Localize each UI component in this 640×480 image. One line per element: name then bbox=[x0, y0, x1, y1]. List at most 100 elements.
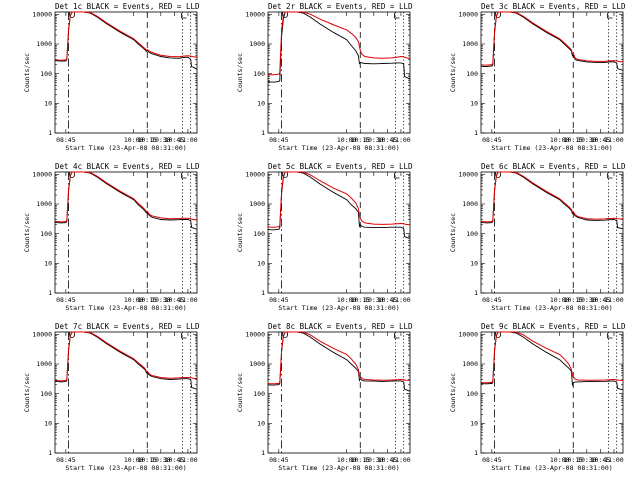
chart-title: Det 2r BLACK = Events, RED = LLD bbox=[268, 2, 413, 11]
series-line-events bbox=[480, 171, 624, 230]
x-tick-label: 08:45 bbox=[269, 296, 289, 304]
chart-title: Det 8c BLACK = Events, RED = LLD bbox=[268, 322, 413, 331]
series-line-events bbox=[54, 171, 198, 230]
y-tick-label: 1000 bbox=[462, 360, 478, 368]
chart-panel: Det 6c BLACK = Events, RED = LLD 1 10 100 10… bbox=[449, 162, 626, 312]
x-tick-label: 11:00 bbox=[391, 456, 411, 464]
y-tick-label: 100 bbox=[40, 230, 52, 238]
y-tick-label: 10000 bbox=[458, 11, 478, 19]
y-tick-label: 10000 bbox=[245, 331, 265, 339]
x-tick-label: 10:30 bbox=[364, 296, 384, 304]
saa-marker bbox=[282, 332, 288, 338]
x-tick-label: 10:15 bbox=[563, 456, 583, 464]
saa-marker bbox=[69, 172, 75, 178]
plot-frame bbox=[480, 11, 624, 134]
plot-frame bbox=[54, 171, 198, 294]
plot-frame bbox=[267, 171, 411, 294]
chart-panel: Det 8c BLACK = Events, RED = LLD 1 10 100 10… bbox=[236, 322, 413, 472]
saa-marker bbox=[495, 172, 501, 178]
y-tick-label: 1000 bbox=[249, 360, 265, 368]
chart-panel: Det 5c BLACK = Events, RED = LLD 1 10 100 10… bbox=[236, 162, 413, 312]
plot-frame bbox=[480, 171, 624, 294]
x-tick-label: 08:45 bbox=[482, 296, 502, 304]
series-line-events bbox=[480, 331, 624, 391]
y-tick-label: 100 bbox=[40, 390, 52, 398]
x-tick-label: 10:00 bbox=[124, 136, 144, 144]
y-tick-label: 10000 bbox=[458, 331, 478, 339]
y-tick-label: 10 bbox=[257, 100, 265, 108]
series-line-lld bbox=[267, 171, 411, 228]
y-tick-label: 100 bbox=[466, 70, 478, 78]
x-tick-label: 11:00 bbox=[604, 456, 624, 464]
series-line-lld bbox=[480, 331, 624, 384]
plot-frame bbox=[267, 11, 411, 134]
y-tick-label: 100 bbox=[253, 70, 265, 78]
saa-marker bbox=[282, 172, 288, 178]
x-tick-label: 10:15 bbox=[350, 456, 370, 464]
y-tick-label: 100 bbox=[253, 390, 265, 398]
plot-frame bbox=[54, 11, 198, 134]
y-tick-label: 1000 bbox=[249, 40, 265, 48]
y-axis-label: Counts/sec bbox=[449, 53, 457, 92]
y-tick-label: 10000 bbox=[245, 11, 265, 19]
x-tick-label: 11:00 bbox=[178, 136, 198, 144]
x-tick-label: 10:30 bbox=[577, 296, 597, 304]
x-axis-label: Start Time (23-Apr-08 08:31:00) bbox=[491, 144, 612, 152]
eclipse-marker bbox=[181, 13, 187, 19]
chart-title: Det 3c BLACK = Events, RED = LLD bbox=[481, 2, 626, 11]
series-line-lld bbox=[54, 331, 198, 382]
series-line-events bbox=[54, 11, 198, 70]
series-line-lld bbox=[267, 331, 411, 385]
chart-title: Det 7c BLACK = Events, RED = LLD bbox=[55, 322, 200, 331]
x-tick-label: 10:45 bbox=[591, 456, 611, 464]
series-line-lld bbox=[480, 11, 624, 66]
x-tick-label: 10:30 bbox=[364, 456, 384, 464]
y-tick-label: 1 bbox=[261, 289, 265, 297]
eclipse-marker bbox=[607, 173, 613, 179]
y-axis-label: Counts/sec bbox=[23, 53, 31, 92]
x-tick-label: 10:15 bbox=[137, 456, 157, 464]
y-tick-label: 1000 bbox=[249, 200, 265, 208]
x-tick-label: 10:00 bbox=[124, 456, 144, 464]
chart-panel: Det 1c BLACK = Events, RED = LLD 1 10 100 10… bbox=[23, 2, 200, 152]
eclipse-marker bbox=[181, 333, 187, 339]
x-tick-label: 10:15 bbox=[350, 136, 370, 144]
y-tick-label: 10000 bbox=[245, 171, 265, 179]
y-tick-label: 10000 bbox=[32, 11, 52, 19]
y-tick-label: 1000 bbox=[36, 360, 52, 368]
series-line-events bbox=[267, 171, 411, 239]
chart-title: Det 1c BLACK = Events, RED = LLD bbox=[55, 2, 200, 11]
x-tick-label: 10:00 bbox=[337, 456, 357, 464]
y-axis-label: Counts/sec bbox=[23, 373, 31, 412]
x-axis-label: Start Time (23-Apr-08 08:31:00) bbox=[65, 304, 186, 312]
chart-panel: Det 7c BLACK = Events, RED = LLD 1 10 100 10… bbox=[23, 322, 200, 472]
x-tick-label: 10:15 bbox=[350, 296, 370, 304]
chart-panel: Det 3c BLACK = Events, RED = LLD 1 10 100 10… bbox=[449, 2, 626, 152]
saa-marker bbox=[69, 12, 75, 18]
x-tick-label: 10:00 bbox=[337, 136, 357, 144]
series-line-events bbox=[267, 11, 411, 83]
series-line-lld bbox=[54, 11, 198, 61]
chart-title: Det 5c BLACK = Events, RED = LLD bbox=[268, 162, 413, 171]
x-axis-label: Start Time (23-Apr-08 08:31:00) bbox=[65, 144, 186, 152]
x-tick-label: 08:45 bbox=[269, 456, 289, 464]
x-tick-label: 08:45 bbox=[482, 456, 502, 464]
x-tick-label: 11:00 bbox=[391, 296, 411, 304]
x-tick-label: 10:45 bbox=[378, 296, 398, 304]
x-tick-label: 10:00 bbox=[337, 296, 357, 304]
y-tick-label: 100 bbox=[253, 230, 265, 238]
x-axis-label: Start Time (23-Apr-08 08:31:00) bbox=[278, 464, 399, 472]
x-tick-label: 10:30 bbox=[364, 136, 384, 144]
y-tick-label: 1 bbox=[261, 129, 265, 137]
x-tick-label: 10:30 bbox=[577, 456, 597, 464]
x-tick-label: 08:45 bbox=[482, 136, 502, 144]
y-tick-label: 10 bbox=[44, 420, 52, 428]
saa-marker bbox=[69, 332, 75, 338]
x-tick-label: 10:45 bbox=[165, 296, 185, 304]
y-tick-label: 10000 bbox=[32, 171, 52, 179]
y-axis-label: Counts/sec bbox=[23, 213, 31, 252]
y-tick-label: 1 bbox=[474, 289, 478, 297]
eclipse-marker bbox=[394, 333, 400, 339]
saa-marker bbox=[495, 332, 501, 338]
